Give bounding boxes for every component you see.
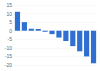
svg-text:-5: -5 bbox=[8, 36, 13, 42]
svg-text:5: 5 bbox=[9, 19, 12, 25]
svg-text:15: 15 bbox=[6, 2, 12, 8]
svg-text:10: 10 bbox=[6, 11, 12, 17]
svg-text:0: 0 bbox=[9, 28, 12, 34]
svg-text:-15: -15 bbox=[5, 53, 12, 59]
svg-text:-20: -20 bbox=[5, 62, 12, 68]
svg-text:-10: -10 bbox=[5, 45, 12, 51]
